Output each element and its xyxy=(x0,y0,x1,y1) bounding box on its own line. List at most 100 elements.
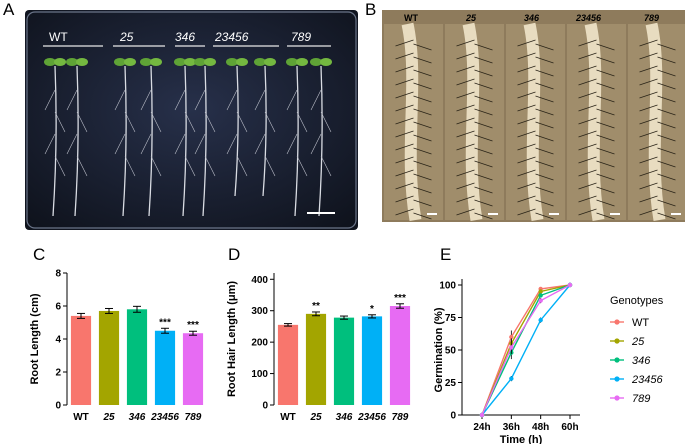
x-tick-label: 346 xyxy=(336,412,353,423)
y-tick-label: 6 xyxy=(55,302,61,313)
root-strand xyxy=(645,22,666,222)
lateral-root xyxy=(264,111,276,133)
root-hair xyxy=(657,173,676,181)
bar-789 xyxy=(182,333,204,405)
plate-label-25: 25 xyxy=(119,30,134,44)
lateral-root xyxy=(184,155,196,177)
root-hair xyxy=(578,39,597,47)
lateral-root xyxy=(44,133,56,155)
root-hair xyxy=(474,134,493,142)
series-point-789 xyxy=(509,345,514,350)
lateral-root xyxy=(150,111,162,133)
panel-letter-d: D xyxy=(228,245,241,264)
seedling-leaf xyxy=(174,58,186,66)
root-strand xyxy=(401,22,422,222)
root-hair xyxy=(596,82,615,90)
lateral-root xyxy=(44,89,56,111)
root-hair xyxy=(517,52,536,60)
panel-letter-a: A xyxy=(3,0,15,19)
root-hair xyxy=(639,195,658,203)
seedling-root xyxy=(234,65,239,197)
x-axis-title: Time (h) xyxy=(500,434,543,444)
seedling-leaf xyxy=(44,58,56,66)
lateral-root xyxy=(140,133,152,155)
seedling-root xyxy=(148,65,153,217)
seedling-leaf xyxy=(76,58,88,66)
series-point-23456 xyxy=(538,317,543,323)
plate-label-789: 789 xyxy=(291,30,311,44)
root-hair xyxy=(596,186,615,194)
lateral-root xyxy=(66,133,78,155)
root-hair xyxy=(413,173,432,181)
root-hair xyxy=(474,199,493,207)
seedling-root xyxy=(294,65,299,217)
root-hair xyxy=(657,43,676,51)
lateral-root xyxy=(194,89,206,111)
bar-23456 xyxy=(154,330,176,405)
y-tick-label: 50 xyxy=(445,346,457,357)
lateral-root xyxy=(310,133,322,155)
y-axis-title: Root Hair Length (μm) xyxy=(226,281,238,397)
panel-e-germination-chart: 0 25 50 75 100 24h 36h 48h 60h Time (h) Germinatio… xyxy=(433,279,664,444)
root-hair xyxy=(639,91,658,99)
root-hair xyxy=(413,43,432,51)
lateral-root xyxy=(236,155,248,177)
root-hair xyxy=(474,69,493,77)
root-hair xyxy=(535,56,554,64)
micro-label-25: 25 xyxy=(465,13,477,23)
legend-entry: 789 xyxy=(632,393,650,405)
root-hair xyxy=(456,182,475,190)
root-hair xyxy=(474,108,493,116)
root-hair xyxy=(535,199,554,207)
root-hair xyxy=(596,43,615,51)
lateral-root xyxy=(194,133,206,155)
root-hair xyxy=(639,130,658,138)
lateral-root xyxy=(254,89,266,111)
x-tick-label: WT xyxy=(280,412,296,423)
root-hair xyxy=(517,104,536,112)
bar-25 xyxy=(305,313,327,405)
root-hair xyxy=(639,143,658,151)
root-hair xyxy=(456,39,475,47)
x-tick-label: 36h xyxy=(503,422,520,433)
root-hair xyxy=(474,95,493,103)
root-hair xyxy=(474,121,493,129)
root-hair xyxy=(639,52,658,60)
root-hair xyxy=(578,117,597,125)
root-hair xyxy=(413,160,432,168)
lateral-root xyxy=(66,89,78,111)
y-axis-title: Germination (%) xyxy=(433,307,445,392)
lateral-root xyxy=(320,155,332,177)
root-hair xyxy=(578,169,597,177)
root-hair xyxy=(456,156,475,164)
legend-entry: 25 xyxy=(631,336,645,348)
root-hair xyxy=(578,156,597,164)
root-hair xyxy=(517,39,536,47)
significance-mark: *** xyxy=(394,293,406,304)
bar-346 xyxy=(333,317,355,405)
root-hair xyxy=(596,121,615,129)
root-hair xyxy=(657,147,676,155)
legend-swatch-point xyxy=(614,357,620,363)
plate-label-23456: 23456 xyxy=(214,30,249,44)
root-strand xyxy=(462,22,483,222)
seedling-leaf xyxy=(140,58,152,66)
root-hair xyxy=(639,39,658,47)
root-hair xyxy=(456,195,475,203)
lateral-root xyxy=(150,155,162,177)
root-hair xyxy=(413,147,432,155)
root-hair xyxy=(456,117,475,125)
bar-789 xyxy=(389,306,411,405)
y-tick-label: 4 xyxy=(55,335,61,346)
lateral-root xyxy=(226,133,238,155)
root-hair xyxy=(596,56,615,64)
lateral-root xyxy=(54,111,66,133)
y-tick-label: 0 xyxy=(262,401,268,412)
seedling-leaf xyxy=(54,58,66,66)
root-hair xyxy=(596,212,615,220)
root-hair xyxy=(413,121,432,129)
legend-entry: 23456 xyxy=(631,374,663,386)
root-hair xyxy=(517,130,536,138)
root-hair xyxy=(578,91,597,99)
series-line-WT xyxy=(481,284,571,416)
